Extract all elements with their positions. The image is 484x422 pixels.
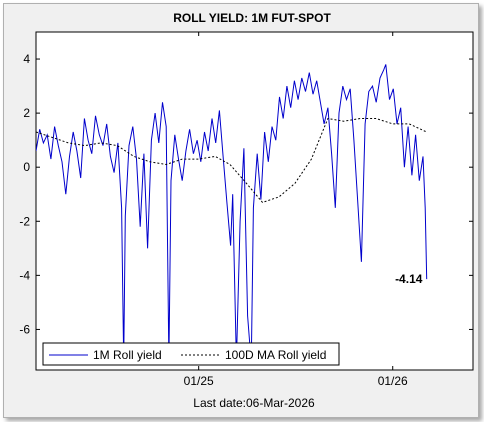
legend-label-1m-roll-yield: 1M Roll yield <box>93 348 162 362</box>
x-tick-label: 01/25 <box>184 374 214 388</box>
series-layer <box>36 64 428 362</box>
last-value-annotation: -4.14 <box>395 272 423 286</box>
x-axis: 01/25 01/26 <box>184 32 408 388</box>
series-line-1m-roll-yield <box>36 64 428 362</box>
plot-area <box>35 31 474 371</box>
x-tick-label: 01/26 <box>378 374 408 388</box>
legend-box <box>42 342 340 366</box>
y-tick-label: 0 <box>23 160 30 174</box>
chart-title: ROLL YIELD: 1M FUT-SPOT <box>173 11 331 25</box>
y-tick-label: -2 <box>19 214 30 228</box>
legend: 1M Roll yield 100D MA Roll yield <box>42 342 340 366</box>
y-axis: 4 2 0 -2 -4 -6 <box>19 52 473 336</box>
x-axis-label: Last date:06-Mar-2026 <box>193 396 315 410</box>
y-tick-label: 2 <box>23 106 30 120</box>
y-tick-label: -6 <box>19 322 30 336</box>
y-tick-label: -4 <box>19 268 30 282</box>
legend-label-100d-ma: 100D MA Roll yield <box>225 348 326 362</box>
y-tick-label: 4 <box>23 52 30 66</box>
